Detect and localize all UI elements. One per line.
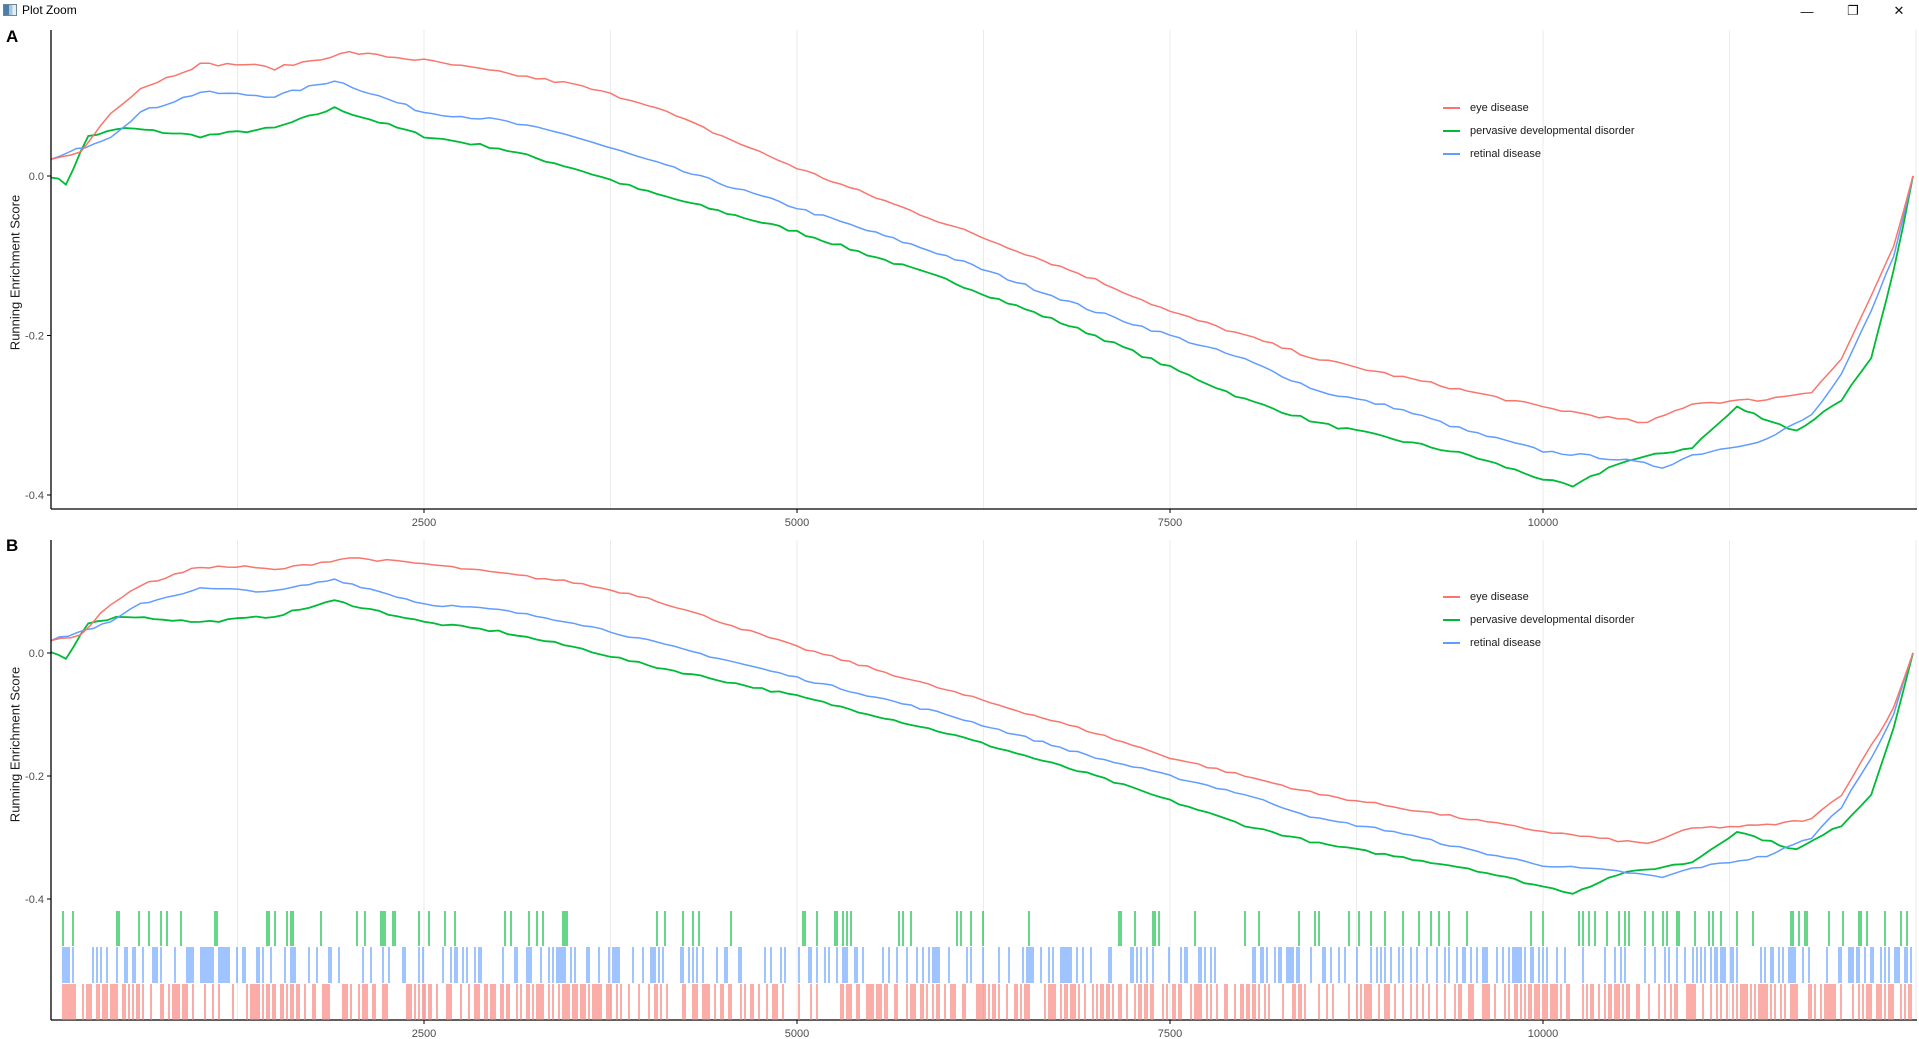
rug-retinal-disease	[62, 947, 1912, 983]
curve-eye-disease	[50, 50, 1914, 424]
legend-item-retinal-disease: retinal disease	[1443, 631, 1634, 654]
rug-eye-disease	[62, 984, 1912, 1020]
y-tick-label: -0.4	[25, 490, 44, 502]
y-tick-label: 0.0	[29, 171, 44, 183]
curve-retinal-disease	[50, 80, 1914, 469]
restore-button[interactable]: ❐	[1847, 3, 1859, 18]
panel-label-a: A	[6, 27, 19, 46]
legend-swatch-icon	[1443, 618, 1460, 621]
app-icon	[3, 4, 17, 16]
close-button[interactable]: ✕	[1893, 3, 1905, 18]
x-tick-label: 5000	[785, 517, 809, 529]
rug-pervasive-developmental-disorder	[62, 911, 1908, 946]
legend-b: eye disease pervasive developmental diso…	[1443, 585, 1634, 654]
y-tick-label: -0.2	[25, 771, 44, 783]
curve-retinal-disease	[50, 578, 1914, 879]
x-tick-label: 2500	[412, 517, 436, 529]
legend-item-pdd: pervasive developmental disorder	[1443, 119, 1634, 142]
x-tick-label: 7500	[1158, 517, 1182, 529]
legend-swatch-icon	[1443, 595, 1460, 598]
legend-swatch-icon	[1443, 129, 1460, 132]
x-tick-label: 2500	[412, 1028, 436, 1039]
curve-eye-disease	[50, 557, 1914, 845]
window-titlebar: Plot Zoom — ❐ ✕	[0, 0, 1919, 22]
window-title: Plot Zoom	[22, 3, 77, 17]
panel-label-b: B	[6, 536, 19, 555]
legend-swatch-icon	[1443, 641, 1460, 644]
x-tick-label: 7500	[1158, 1028, 1182, 1039]
legend-item-eye-disease: eye disease	[1443, 96, 1634, 119]
legend-a: eye disease pervasive developmental diso…	[1443, 96, 1634, 165]
legend-item-retinal-disease: retinal disease	[1443, 142, 1634, 165]
x-tick-label: 10000	[1528, 517, 1559, 529]
panel-a: 0.0 -0.2 -0.4 2500 5000 7500 10000	[25, 30, 1917, 529]
x-tick-label: 5000	[785, 1028, 809, 1039]
x-tick-label: 10000	[1528, 1028, 1559, 1039]
curve-pervasive-developmental-disorder	[50, 106, 1914, 488]
legend-swatch-icon	[1443, 106, 1460, 109]
legend-item-pdd: pervasive developmental disorder	[1443, 608, 1634, 631]
minimize-button[interactable]: —	[1800, 3, 1814, 19]
y-tick-label: -0.4	[25, 894, 44, 906]
y-tick-label: -0.2	[25, 331, 44, 343]
curve-pervasive-developmental-disorder	[50, 599, 1914, 895]
legend-item-eye-disease: eye disease	[1443, 585, 1634, 608]
legend-swatch-icon	[1443, 152, 1460, 155]
y-tick-label: 0.0	[29, 648, 44, 660]
